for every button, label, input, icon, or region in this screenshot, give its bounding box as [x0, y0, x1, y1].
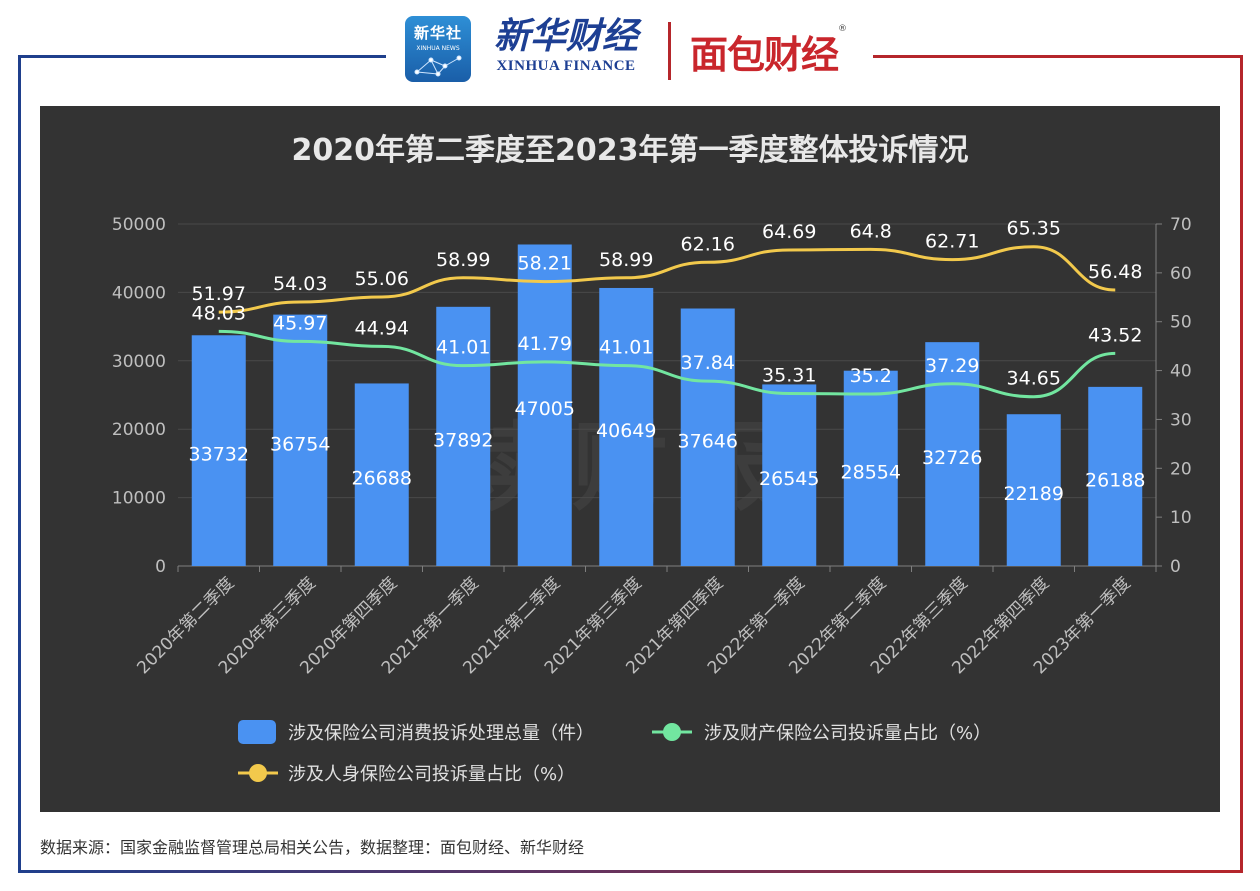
y-left-tick-label: 30000 [112, 352, 166, 372]
property-ratio-label: 37.29 [925, 355, 979, 377]
legend-property-label: 涉及财产保险公司投诉量占比（%） [704, 723, 991, 744]
y-right-tick-label: 50 [1170, 313, 1192, 333]
y-right-tick-label: 30 [1170, 410, 1192, 430]
logo-divider [668, 22, 671, 80]
bar [762, 384, 817, 566]
life-ratio-label: 62.16 [681, 233, 735, 255]
property-ratio-label: 44.94 [355, 317, 409, 339]
data-source-note: 数据来源：国家金融监督管理总局相关公告，数据整理：面包财经、新华财经 [40, 838, 585, 857]
property-ratio-label: 35.2 [850, 365, 892, 387]
chart-panel: 读财报2020年第二季度至2023年第一季度整体投诉情况010000200003… [40, 106, 1220, 812]
frame-left [18, 55, 21, 873]
chart-title: 2020年第二季度至2023年第一季度整体投诉情况 [292, 133, 969, 168]
property-ratio-label: 48.03 [192, 302, 246, 324]
property-ratio-label: 41.79 [518, 333, 572, 355]
xinhua-news-logo: 新华社 XINHUA NEWS [405, 16, 471, 82]
network-globe-icon [414, 55, 462, 77]
bar-value-label: 32726 [922, 447, 982, 469]
life-ratio-label: 55.06 [355, 268, 409, 290]
life-ratio-label: 58.99 [436, 249, 490, 271]
bar-value-label: 40649 [596, 420, 656, 442]
property-ratio-label: 41.01 [599, 337, 653, 359]
property-ratio-label: 41.01 [436, 337, 490, 359]
bar [843, 370, 898, 566]
life-ratio-label: 64.8 [850, 220, 892, 242]
frame-top-left [18, 55, 386, 58]
bar-value-label: 37646 [678, 430, 738, 452]
property-ratio-label: 37.84 [681, 352, 735, 374]
life-ratio-label: 64.69 [762, 221, 816, 243]
bar-value-label: 26545 [759, 468, 819, 490]
bar-value-label: 28554 [841, 461, 901, 483]
legend-bar-swatch [238, 720, 276, 744]
bar [1088, 386, 1143, 566]
property-ratio-label: 34.65 [1007, 368, 1061, 390]
life-ratio-label: 62.71 [925, 231, 979, 253]
y-right-tick-label: 0 [1170, 557, 1181, 577]
y-left-tick-label: 20000 [112, 420, 166, 440]
bar-value-label: 26688 [352, 468, 412, 490]
brand-header: 新华社 XINHUA NEWS 新华财经 XINHUA FINANCE 面包财经… [400, 12, 870, 84]
y-left-tick-label: 40000 [112, 283, 166, 303]
life-ratio-label: 51.97 [192, 283, 246, 305]
bar [436, 306, 491, 566]
y-left-tick-label: 10000 [112, 489, 166, 509]
frame-top-right [873, 55, 1243, 58]
bar-value-label: 47005 [515, 398, 575, 420]
frame-right [1240, 55, 1243, 873]
bar-value-label: 22189 [1004, 483, 1064, 505]
frame-bottom [18, 870, 1243, 873]
bar [599, 287, 654, 566]
y-left-tick-label: 50000 [112, 215, 166, 235]
bar [354, 383, 409, 566]
y-right-tick-label: 60 [1170, 264, 1192, 284]
property-insurance-line [218, 329, 1116, 399]
bar [191, 335, 246, 566]
bar [1006, 414, 1061, 566]
property-ratio-label: 43.52 [1088, 324, 1142, 346]
life-ratio-label: 65.35 [1007, 218, 1061, 240]
y-right-tick-label: 10 [1170, 508, 1192, 528]
y-right-tick-label: 40 [1170, 362, 1192, 382]
y-left-tick-label: 0 [155, 557, 166, 577]
bar [680, 308, 735, 566]
life-ratio-label: 58.99 [599, 249, 653, 271]
combo-chart: 读财报2020年第二季度至2023年第一季度整体投诉情况010000200003… [112, 133, 1192, 785]
life-ratio-label: 58.21 [518, 253, 572, 275]
bar [517, 244, 572, 567]
life-insurance-line [218, 245, 1116, 314]
y-right-tick-label: 20 [1170, 459, 1192, 479]
property-ratio-label: 35.31 [762, 364, 816, 386]
legend-property-marker [663, 723, 681, 741]
mianbao-finance-logo: 面包财经® [690, 24, 847, 77]
property-ratio-label: 45.97 [273, 312, 327, 334]
y-right-tick-label: 70 [1170, 215, 1192, 235]
life-ratio-label: 54.03 [273, 273, 327, 295]
bar-value-label: 26188 [1085, 469, 1145, 491]
xinhua-finance-logo: 新华财经 XINHUA FINANCE [493, 15, 638, 74]
legend-bar-label: 涉及保险公司消费投诉处理总量（件） [288, 723, 594, 744]
bar [925, 342, 980, 566]
life-ratio-label: 56.48 [1088, 261, 1142, 283]
bar-value-label: 33732 [189, 444, 249, 466]
legend-life-marker [249, 764, 267, 782]
legend-life-label: 涉及人身保险公司投诉量占比（%） [288, 764, 575, 785]
bar-value-label: 36754 [270, 433, 330, 455]
bar-value-label: 37892 [433, 429, 493, 451]
bar [273, 314, 328, 566]
